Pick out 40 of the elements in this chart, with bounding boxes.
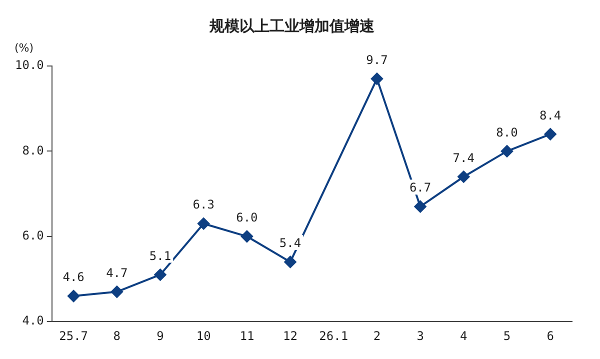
point (110, 286, 123, 298)
x-tick-label: 10 (196, 328, 211, 343)
data-label: 9.7 (366, 52, 388, 67)
chart-title: 规模以上工业增加值增速 (208, 16, 376, 35)
data-label: 7.4 (452, 150, 474, 165)
x-tick-label: 8 (113, 328, 121, 343)
point (370, 72, 383, 85)
data-label: 8.0 (496, 125, 518, 140)
x-tick-label: 3 (416, 328, 424, 343)
point (500, 145, 513, 158)
point (458, 170, 470, 183)
data-label: 5.4 (279, 236, 302, 250)
x-tick-label: 11 (240, 328, 254, 343)
data-label: 4.6 (62, 270, 84, 284)
point (544, 128, 556, 140)
data-label: 6.0 (236, 210, 258, 225)
x-tick-label: 12 (283, 328, 298, 343)
point (198, 218, 210, 230)
data-label: 4.7 (106, 266, 128, 280)
x-tick-label: 6 (546, 328, 554, 343)
x-tick-label: 26.1 (319, 328, 348, 343)
point (154, 268, 166, 281)
data-label: 8.4 (539, 108, 562, 122)
x-tick-label: 5 (503, 328, 511, 343)
y-tick-label: 4.0 (22, 314, 44, 328)
y-tick-label: 10.0 (14, 58, 44, 72)
data-label: 6.7 (409, 180, 432, 195)
x-tick-label: 4 (460, 328, 468, 343)
point (240, 230, 253, 242)
data-label: 5.1 (149, 248, 172, 263)
point (284, 256, 296, 268)
x-tick-label: 9 (156, 328, 164, 343)
point (414, 200, 426, 213)
y-tick-label: 6.0 (22, 228, 44, 243)
data-label: 6.3 (192, 198, 214, 212)
x-tick-label: 2 (373, 328, 381, 343)
y-axis-title: (%) (14, 41, 34, 54)
y-tick-label: 8.0 (22, 143, 44, 158)
point (68, 290, 80, 302)
x-tick-label: 25.7 (59, 328, 88, 343)
